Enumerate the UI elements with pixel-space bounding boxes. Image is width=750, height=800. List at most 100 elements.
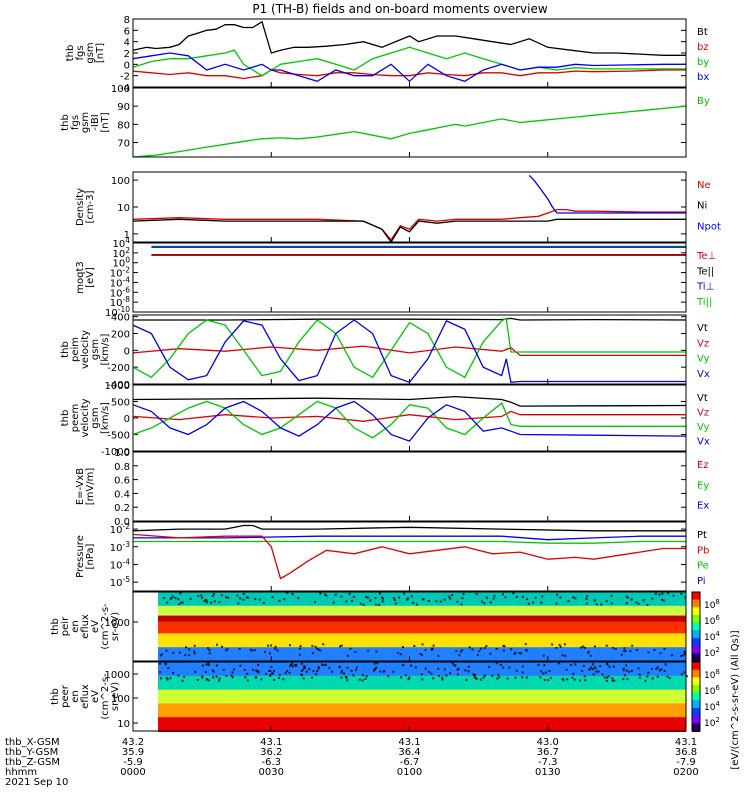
heatmap-noise — [215, 643, 218, 646]
heatmap-noise — [212, 670, 215, 673]
heatmap-noise — [449, 597, 452, 600]
heatmap-noise — [298, 653, 301, 656]
heatmap-noise — [460, 603, 463, 606]
heatmap-noise — [468, 646, 471, 649]
heatmap-noise — [314, 600, 317, 603]
heatmap-noise — [246, 672, 249, 675]
heatmap-noise — [642, 599, 645, 602]
heatmap-noise — [628, 670, 631, 673]
heatmap-noise — [355, 666, 358, 669]
heatmap-noise — [334, 593, 337, 596]
y-tick-label: 10-2 — [110, 522, 130, 536]
heatmap-noise — [364, 677, 367, 680]
heatmap-noise — [629, 650, 632, 653]
heatmap-noise — [655, 667, 658, 670]
heatmap-noise — [392, 597, 395, 600]
heatmap-noise — [590, 666, 593, 669]
heatmap-noise — [300, 670, 303, 673]
y-axis-label: [eV] — [85, 267, 96, 288]
heatmap-noise — [220, 645, 223, 648]
heatmap-noise — [295, 664, 298, 667]
heatmap-noise — [251, 649, 254, 652]
colorbar-segment — [692, 669, 700, 679]
heatmap-noise — [603, 676, 606, 679]
colorbar-tick-label: 108 — [704, 668, 720, 681]
heatmap-noise — [659, 652, 662, 655]
heatmap-noise — [527, 602, 530, 605]
heatmap-noise — [201, 676, 204, 679]
heatmap-noise — [658, 593, 661, 596]
heatmap-noise — [614, 648, 617, 651]
heatmap-noise — [303, 666, 306, 669]
heatmap-noise — [419, 652, 422, 655]
heatmap-noise — [630, 669, 633, 672]
heatmap-noise — [239, 664, 242, 667]
heatmap-noise — [431, 647, 434, 650]
heatmap-noise — [651, 597, 654, 600]
heatmap-noise — [399, 653, 402, 656]
heatmap-noise — [412, 601, 415, 604]
heatmap-noise — [481, 600, 484, 603]
heatmap-noise — [339, 645, 342, 648]
heatmap-noise — [439, 600, 442, 603]
x-tick-value: 36.2 — [260, 747, 282, 758]
heatmap-noise — [644, 679, 647, 682]
y-tick-label: 0.8 — [114, 462, 130, 473]
heatmap-noise — [268, 652, 271, 655]
heatmap-noise — [260, 678, 263, 681]
heatmap-noise — [215, 675, 218, 678]
series-line-Vz — [132, 345, 686, 357]
x-row-label: thb_Z-GSM — [5, 757, 60, 768]
heatmap-noise — [358, 678, 361, 681]
heatmap-noise — [513, 652, 516, 655]
x-row-label: thb_X-GSM — [5, 737, 60, 748]
heatmap-noise — [515, 595, 518, 598]
heatmap-noise — [421, 643, 424, 646]
heatmap-noise — [163, 597, 166, 600]
heatmap-noise — [208, 652, 211, 655]
heatmap-noise — [662, 599, 665, 602]
heatmap-noise — [238, 647, 241, 650]
y-tick-label: 4 — [124, 38, 130, 49]
colorbar — [691, 591, 701, 662]
legend-entry-Bt: Bt — [697, 27, 708, 38]
heatmap-noise — [346, 666, 349, 669]
heatmap-noise — [680, 592, 683, 595]
heatmap-noise — [637, 602, 640, 605]
heatmap-noise — [172, 672, 175, 675]
heatmap-noise — [593, 599, 596, 602]
heatmap-noise — [233, 668, 236, 671]
y-tick-label: 0 — [124, 346, 130, 357]
heatmap-noise — [583, 675, 586, 678]
legend-entry-Vx: Vx — [697, 369, 710, 380]
heatmap-noise — [324, 663, 327, 666]
y-tick-label: 1 — [124, 230, 130, 241]
heatmap-noise — [601, 673, 604, 676]
heatmap-noise — [534, 596, 537, 599]
heatmap-noise — [651, 677, 654, 680]
heatmap-noise — [562, 679, 565, 682]
heatmap-noise — [539, 676, 542, 679]
heatmap-noise — [169, 677, 172, 680]
heatmap-noise — [660, 598, 663, 601]
heatmap-noise — [220, 594, 223, 597]
x-tick-value: 35.9 — [122, 747, 144, 758]
heatmap-noise — [587, 650, 590, 653]
colorbar-label: [eV/(cm^2-s-sr-eV) (All Qs)] — [730, 630, 741, 769]
heatmap-noise — [230, 674, 233, 677]
heatmap-noise — [317, 666, 320, 669]
heatmap-noise — [254, 676, 257, 679]
legend-entry-Pt: Pt — [697, 530, 707, 541]
x-tick-value: -7.9 — [676, 757, 696, 768]
heatmap-noise — [375, 666, 378, 669]
heatmap-noise — [612, 646, 615, 649]
y-axis-label: fgs — [75, 45, 86, 60]
heatmap-noise — [508, 666, 511, 669]
heatmap-noise — [166, 678, 169, 681]
heatmap-noise — [267, 644, 270, 647]
heatmap-noise — [381, 597, 384, 600]
heatmap-noise — [373, 662, 376, 665]
legend-entry-Npot: Npot — [697, 221, 721, 232]
heatmap-noise — [499, 663, 502, 666]
series-line-bz — [132, 69, 686, 80]
